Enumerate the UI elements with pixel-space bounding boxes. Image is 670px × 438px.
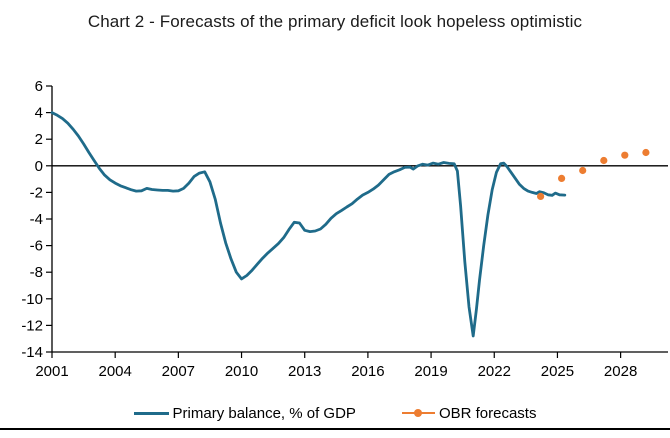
primary-balance-line-swatch-icon: [133, 411, 169, 415]
x-axis-tick-label: 2004: [98, 363, 131, 380]
y-axis-tick-label: -12: [21, 317, 43, 334]
y-axis-tick-label: 4: [35, 105, 43, 122]
obr-forecast-dot-icon: [414, 409, 423, 417]
obr-forecast-dot: [579, 166, 587, 175]
obr-forecast-line-dot-swatch-icon: [401, 409, 435, 417]
chart-legend: Primary balance, % of GDP OBR forecasts: [0, 403, 670, 423]
legend-item-primary-balance: Primary balance, % of GDP: [133, 404, 356, 422]
y-axis-tick-label: -8: [30, 264, 43, 281]
chart-title: Chart 2 - Forecasts of the primary defic…: [87, 12, 583, 31]
y-axis-tick-label: -2: [30, 184, 43, 201]
y-axis-tick-label: 2: [35, 131, 43, 148]
x-axis-tick-label: 2022: [478, 363, 511, 380]
x-axis-tick-label: 2028: [604, 363, 637, 380]
legend-label-obr-forecasts: OBR forecasts: [438, 404, 537, 422]
obr-forecast-dot: [642, 148, 650, 157]
x-axis-tick-label: 2010: [225, 363, 258, 380]
x-axis-tick-label: 2016: [351, 363, 384, 380]
bottom-divider: [0, 428, 670, 430]
legend-label-primary-balance: Primary balance, % of GDP: [172, 404, 356, 422]
obr-forecast-dot: [600, 156, 608, 165]
x-axis-tick-label: 2007: [162, 363, 195, 380]
obr-forecast-dot: [558, 174, 566, 182]
y-axis-tick-label: -4: [30, 211, 43, 228]
legend-item-obr-forecasts: OBR forecasts: [401, 404, 537, 422]
y-axis-tick-label: -14: [21, 344, 43, 361]
y-axis-tick-label: -6: [30, 238, 43, 255]
y-axis-tick-label: -10: [21, 291, 43, 308]
obr-forecast-dot: [537, 192, 545, 200]
x-axis-tick-label: 2001: [35, 363, 68, 380]
y-axis-tick-label: 6: [35, 78, 43, 95]
primary-balance-line: [50, 111, 567, 338]
y-axis-tick-label: 0: [35, 158, 43, 175]
chart-plot-area: 6 4 2 0 -2 -4 -6 -8 -10 -12 -14 2001 2004 2007 2010 201…: [21, 78, 668, 380]
x-axis-tick-label: 2025: [541, 363, 574, 380]
x-axis-tick-label: 2013: [288, 363, 321, 380]
obr-forecast-dot: [621, 151, 629, 159]
x-axis-tick-label: 2019: [414, 363, 447, 380]
